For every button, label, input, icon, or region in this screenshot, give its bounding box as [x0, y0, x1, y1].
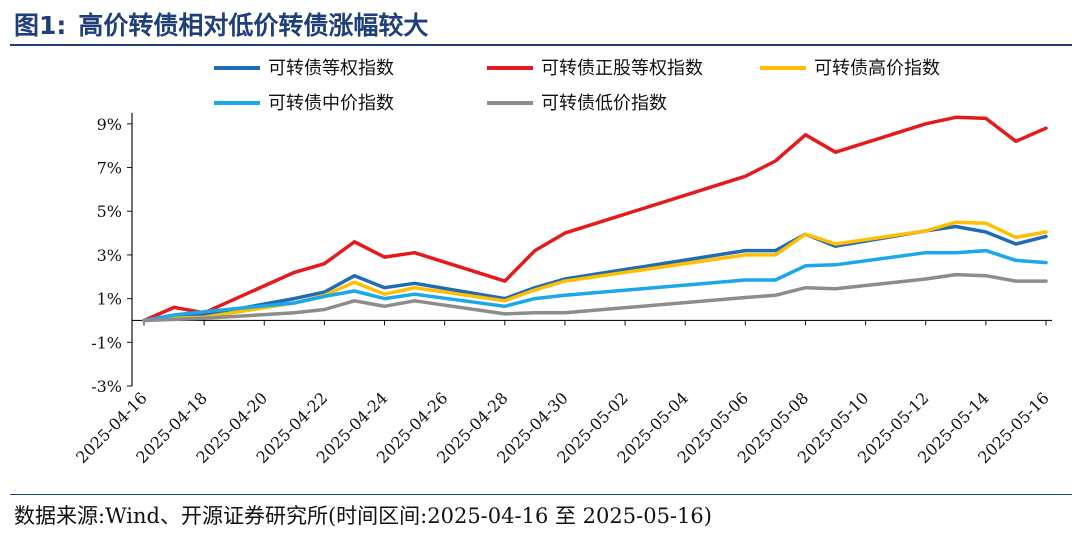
legend-label: 可转债低价指数: [541, 93, 667, 114]
y-tick-label: -1%: [91, 333, 122, 352]
legend-label: 可转债等权指数: [268, 58, 394, 79]
y-tick-label: 3%: [97, 246, 122, 265]
legend-label: 可转债中价指数: [268, 93, 394, 114]
source-divider: [10, 494, 1072, 495]
y-tick-label: 5%: [97, 202, 122, 221]
y-tick-label: 7%: [97, 159, 122, 178]
legend-label: 可转债正股等权指数: [541, 58, 703, 79]
y-tick-label: -3%: [91, 377, 122, 396]
figure-title: 图1: 高价转债相对低价转债涨幅较大: [14, 6, 428, 42]
figure-label: 图1:: [14, 11, 67, 40]
figure-title-text: 高价转债相对低价转债涨幅较大: [78, 11, 429, 40]
chart-series: [142, 115, 1048, 323]
series-line-2: [142, 115, 1048, 323]
source-note: 数据来源:Wind、开源证券研究所(时间区间:2025-04-16 至 2025…: [14, 504, 712, 528]
series-line-1: [142, 224, 1048, 323]
chart-axes: -3%-1%1%3%5%7%9%2025-04-162025-04-182025…: [72, 112, 1053, 467]
series-line-5: [142, 272, 1048, 323]
y-tick-label: 9%: [97, 115, 122, 134]
series-line-4: [142, 248, 1048, 323]
y-tick-label: 1%: [97, 290, 122, 309]
title-divider: [10, 44, 1072, 46]
legend-label: 可转债高价指数: [814, 58, 940, 79]
